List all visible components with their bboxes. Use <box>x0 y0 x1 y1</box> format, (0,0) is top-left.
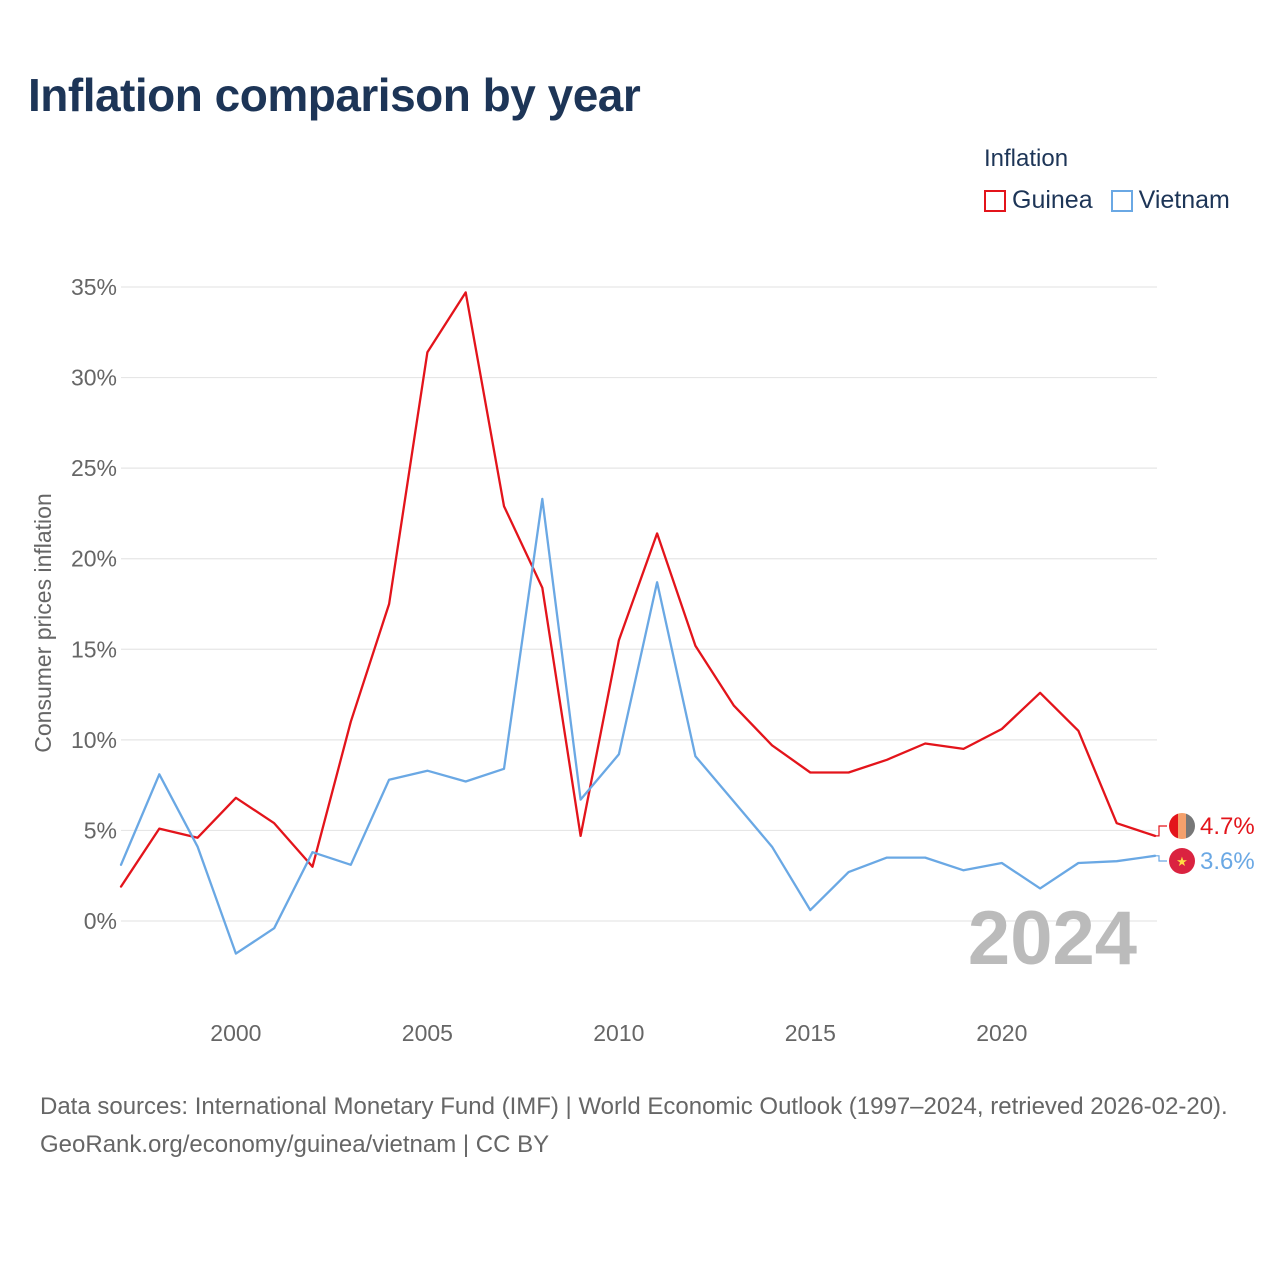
legend-swatch-guinea <box>984 189 1006 212</box>
y-axis-ticks: 0% 5% 10% 15% 20% 25% 30% 35% <box>71 274 117 934</box>
y-tick-label: 25% <box>71 455 117 481</box>
gridlines <box>121 286 1157 922</box>
legend-label-guinea: Guinea <box>1012 186 1093 214</box>
line-chart: 0%5%10%15%20%25%30%35% 2000 2005 2010 2015 2… <box>30 274 1255 1046</box>
end-connector-guinea <box>1155 825 1167 837</box>
series-line-vietnam[interactable] <box>119 497 1157 955</box>
legend: Guinea Vietnam <box>984 186 1230 215</box>
y-tick-label: 10% <box>71 727 117 753</box>
year-watermark: 2024 <box>968 896 1137 981</box>
legend-title: Inflation <box>984 145 1069 172</box>
y-axis-label: Consumer prices inflation <box>30 493 56 753</box>
footer: Data sources: International Monetary Fun… <box>40 1088 1250 1164</box>
legend-item-guinea[interactable]: Guinea <box>984 186 1093 215</box>
y-tick-label: 30% <box>71 365 117 391</box>
data-sources: Data sources: International Monetary Fun… <box>40 1093 1228 1120</box>
y-tick-label: 0% <box>84 908 117 934</box>
y-tick-label: 35% <box>71 274 117 300</box>
y-tick-label: 15% <box>71 636 117 662</box>
series-lines <box>119 291 1167 955</box>
credit-link[interactable]: GeoRank.org/economy/guinea/vietnam | CC … <box>40 1131 550 1158</box>
end-label-guinea: 4.7% <box>1200 813 1255 840</box>
end-connector-vietnam <box>1155 855 1167 862</box>
y-tick-label: 20% <box>71 546 117 572</box>
legend-item-vietnam[interactable]: Vietnam <box>1110 186 1230 215</box>
end-label-vietnam: 3.6% <box>1200 848 1255 875</box>
series-line-guinea[interactable] <box>119 291 1157 888</box>
x-tick-label: 2005 <box>402 1020 453 1046</box>
x-tick-label: 2000 <box>210 1020 261 1046</box>
end-markers: ★ 4.7% 3.6% <box>1169 813 1255 875</box>
x-tick-label: 2010 <box>593 1020 644 1046</box>
svg-text:★: ★ <box>1176 855 1188 870</box>
legend-swatch-vietnam <box>1110 189 1133 212</box>
x-axis-ticks: 2000 2005 2010 2015 2020 <box>210 1020 1027 1046</box>
x-tick-label: 2015 <box>785 1020 836 1046</box>
legend-label-vietnam: Vietnam <box>1138 186 1230 214</box>
flag-vietnam-icon: ★ <box>1169 848 1195 874</box>
chart-title: Inflation comparison by year <box>28 69 641 121</box>
flag-guinea-icon <box>1169 813 1195 839</box>
x-tick-label: 2020 <box>976 1020 1027 1046</box>
y-tick-label: 5% <box>84 817 117 843</box>
